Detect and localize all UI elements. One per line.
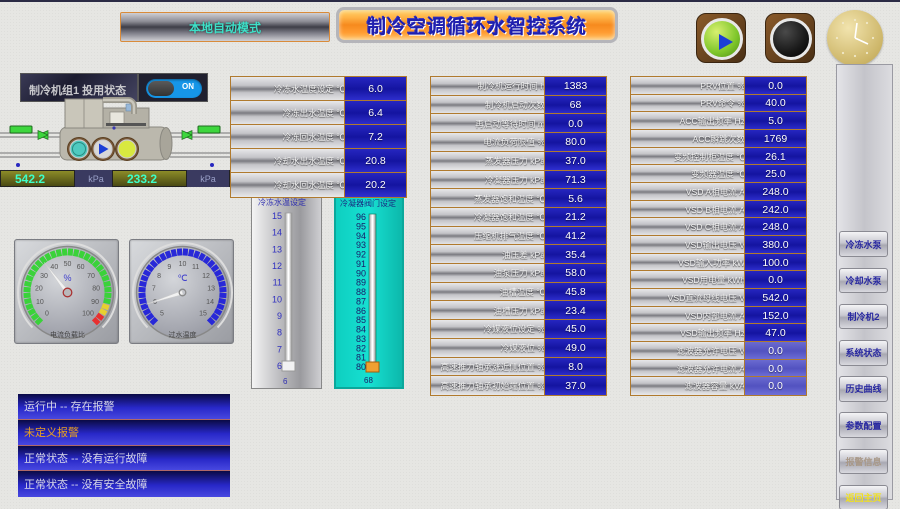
svg-text:70: 70	[87, 273, 95, 280]
svg-text:10: 10	[36, 299, 44, 306]
svg-text:9: 9	[277, 311, 282, 321]
svg-text:30: 30	[40, 273, 48, 280]
svg-text:14: 14	[206, 299, 214, 306]
svg-text:15: 15	[199, 310, 207, 317]
svg-text:6: 6	[277, 361, 282, 371]
svg-text:10: 10	[179, 261, 187, 268]
svg-text:60: 60	[77, 264, 85, 271]
svg-text:50: 50	[64, 261, 72, 268]
svg-text:11: 11	[273, 278, 282, 288]
svg-text:9: 9	[167, 264, 171, 271]
svg-text:过水温度: 过水温度	[169, 330, 197, 339]
svg-text:90: 90	[91, 299, 99, 306]
svg-text:8: 8	[277, 328, 282, 338]
svg-text:100: 100	[82, 310, 94, 317]
svg-text:14: 14	[272, 228, 282, 238]
svg-text:40: 40	[50, 264, 58, 271]
svg-text:10: 10	[272, 294, 282, 304]
svg-text:11: 11	[192, 264, 199, 271]
svg-text:7: 7	[277, 344, 282, 354]
svg-text:80: 80	[356, 362, 366, 372]
svg-text:%: %	[63, 273, 71, 283]
svg-text:20: 20	[35, 285, 43, 292]
svg-text:12: 12	[202, 273, 210, 280]
svg-text:7: 7	[152, 285, 156, 292]
svg-text:13: 13	[207, 285, 215, 292]
svg-text:0: 0	[45, 310, 49, 317]
svg-text:13: 13	[272, 244, 282, 254]
svg-text:80: 80	[92, 285, 100, 292]
svg-text:℃: ℃	[177, 273, 187, 283]
svg-text:5: 5	[160, 310, 164, 317]
svg-text:12: 12	[272, 261, 282, 271]
svg-text:8: 8	[157, 273, 161, 280]
svg-text:15: 15	[272, 211, 282, 221]
svg-text:电流负载比: 电流负载比	[50, 330, 85, 339]
